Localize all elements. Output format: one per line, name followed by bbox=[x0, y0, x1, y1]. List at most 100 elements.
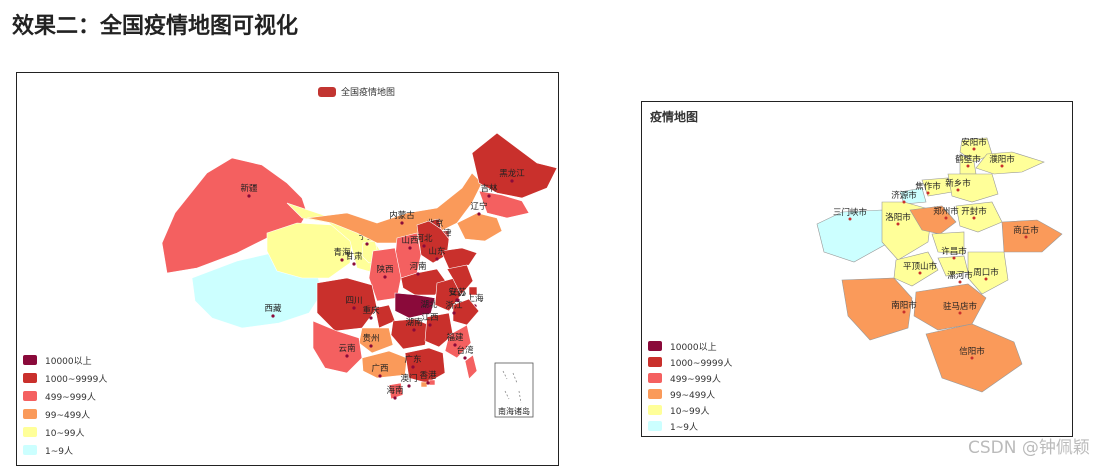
region-e58fb0e6b9be[interactable] bbox=[464, 354, 478, 380]
region-label: 北京 bbox=[426, 218, 443, 229]
visual-map-label: 10~99人 bbox=[670, 406, 710, 417]
region-label: 河南 bbox=[409, 261, 426, 272]
region-e5b9bfe8a5bf[interactable] bbox=[361, 350, 408, 379]
inset-islands bbox=[502, 370, 522, 404]
region-label: 湖南 bbox=[405, 317, 422, 328]
visual-map-item[interactable]: 10000以上 bbox=[23, 351, 107, 369]
city-marker bbox=[956, 188, 960, 192]
city-e5b9b3e9a1b6e5b1b1e5b882[interactable] bbox=[893, 251, 939, 287]
region-e4b88ae6b5b7[interactable] bbox=[468, 286, 478, 296]
region-marker bbox=[435, 257, 439, 261]
visual-map-item[interactable]: 1~9人 bbox=[648, 418, 732, 434]
region-e99d92e6b5b7[interactable] bbox=[266, 222, 353, 279]
city-label: 开封市 bbox=[961, 206, 987, 217]
visual-map-swatch bbox=[23, 409, 37, 419]
visual-map-item[interactable]: 10~99人 bbox=[648, 402, 732, 418]
city-e5ae89e998b3e5b882[interactable] bbox=[959, 137, 993, 163]
region-e6b996e58c97[interactable] bbox=[394, 292, 436, 319]
visual-map-item[interactable]: 1~9人 bbox=[23, 441, 107, 459]
region-e6b2b3e58c97[interactable] bbox=[416, 220, 450, 264]
region-e696b0e79686[interactable] bbox=[161, 157, 308, 274]
city-marker bbox=[848, 217, 852, 221]
region-label: 福建 bbox=[446, 332, 464, 343]
region-label: 新疆 bbox=[240, 183, 258, 194]
region-e9bb91e9be99e6b19f[interactable] bbox=[471, 132, 558, 199]
region-marker bbox=[352, 262, 356, 266]
region-label: 内蒙古 bbox=[389, 210, 415, 221]
region-label: 安徽 bbox=[448, 287, 466, 298]
city-e4bfa1e998b3e5b882[interactable] bbox=[925, 323, 1023, 393]
region-e5b9bfe4b89c[interactable] bbox=[404, 347, 446, 384]
city-e6bfaee998b3e5b882[interactable] bbox=[975, 151, 1045, 175]
visual-map-item[interactable]: 10000以上 bbox=[648, 338, 732, 354]
city-marker bbox=[902, 200, 906, 204]
region-e5b1b1e4b89c[interactable] bbox=[440, 247, 478, 270]
region-label: 贵州 bbox=[362, 333, 379, 344]
region-e6b5b7e58d97[interactable] bbox=[388, 382, 404, 400]
region-e6b599e6b19f[interactable] bbox=[452, 298, 480, 326]
region-label: 西藏 bbox=[264, 303, 282, 314]
city-e98391e5b79ee5b882[interactable] bbox=[909, 205, 957, 235]
city-marker bbox=[918, 271, 922, 275]
region-marker bbox=[453, 343, 457, 347]
region-e6b19fe8a5bf[interactable] bbox=[424, 312, 454, 348]
visual-map-swatch bbox=[23, 355, 37, 365]
region-label: 海南 bbox=[386, 385, 403, 396]
region-marker bbox=[412, 328, 416, 332]
visual-map-item[interactable]: 99~499人 bbox=[23, 405, 107, 423]
city-label: 济源市 bbox=[891, 190, 917, 201]
visual-map-item[interactable]: 499~999人 bbox=[648, 370, 732, 386]
city-marker bbox=[952, 256, 956, 260]
city-marker bbox=[1000, 164, 1004, 168]
region-label: 广西 bbox=[371, 363, 388, 374]
region-e4ba91e58d97[interactable] bbox=[312, 320, 363, 374]
visual-map-item[interactable]: 499~999人 bbox=[23, 387, 107, 405]
region-e59089e69e97[interactable] bbox=[478, 190, 530, 219]
city-marker bbox=[926, 191, 930, 195]
city-e6b58ee6ba90e5b882[interactable] bbox=[899, 187, 927, 205]
watermark: CSDN @钟佩颖 bbox=[968, 438, 1090, 458]
visual-map-legend[interactable]: 10000以上 1000~9999人 499~999人 99~499人 10~9… bbox=[23, 351, 107, 459]
region-e6b996e58d97[interactable] bbox=[390, 318, 430, 350]
city-label: 信阳市 bbox=[959, 346, 985, 357]
city-e8aeb8e6988ce5b882[interactable] bbox=[931, 231, 965, 255]
visual-map-label: 499~999人 bbox=[45, 392, 96, 403]
city-e696b0e4b9a1e5b882[interactable] bbox=[947, 173, 999, 203]
city-marker bbox=[970, 356, 974, 360]
visual-map-item[interactable]: 10~99人 bbox=[23, 423, 107, 441]
visual-map-label: 10000以上 bbox=[45, 356, 92, 367]
city-e5bc80e5b081e5b882[interactable] bbox=[955, 201, 1003, 233]
region-marker bbox=[369, 344, 373, 348]
region-e6b19fe88b8f[interactable] bbox=[446, 264, 474, 296]
region-e8bebde5ae81[interactable] bbox=[456, 212, 503, 242]
region-marker bbox=[426, 381, 430, 385]
visual-map-item[interactable]: 1000~9999人 bbox=[648, 354, 732, 370]
city-marker bbox=[972, 216, 976, 220]
region-marker bbox=[452, 311, 456, 315]
series-legend[interactable]: 全国疫情地图 bbox=[318, 85, 395, 98]
visual-map-item[interactable]: 1000~9999人 bbox=[23, 369, 107, 387]
legend-swatch bbox=[318, 86, 336, 97]
city-marker bbox=[958, 280, 962, 284]
region-e6beb3e997a8[interactable] bbox=[420, 381, 428, 388]
region-label: 重庆 bbox=[362, 305, 380, 316]
city-e59586e4b898e5b882[interactable] bbox=[1001, 219, 1063, 253]
city-e58d97e998b3e5b882[interactable] bbox=[841, 277, 913, 341]
region-e7a68fe5bbba[interactable] bbox=[444, 324, 472, 359]
visual-map-swatch bbox=[23, 445, 37, 455]
region-e5ae89e5bebd[interactable] bbox=[434, 277, 462, 312]
city-label: 驻马店市 bbox=[943, 301, 978, 312]
legend-label: 全国疫情地图 bbox=[341, 88, 396, 98]
city-label: 许昌市 bbox=[941, 246, 967, 257]
city-label: 平顶山市 bbox=[903, 261, 938, 272]
visual-map-item[interactable]: 99~499人 bbox=[648, 386, 732, 402]
region-label: 河北 bbox=[415, 233, 433, 244]
visual-map-legend[interactable]: 10000以上 1000~9999人 499~999人 99~499人 10~9… bbox=[648, 338, 732, 434]
region-marker bbox=[271, 314, 275, 318]
region-label: 江苏 bbox=[449, 287, 467, 298]
region-marker bbox=[400, 221, 404, 225]
city-label: 周口市 bbox=[973, 267, 999, 278]
city-label: 鹤壁市 bbox=[955, 154, 981, 165]
city-e591a8e58fa3e5b882[interactable] bbox=[967, 251, 1009, 295]
